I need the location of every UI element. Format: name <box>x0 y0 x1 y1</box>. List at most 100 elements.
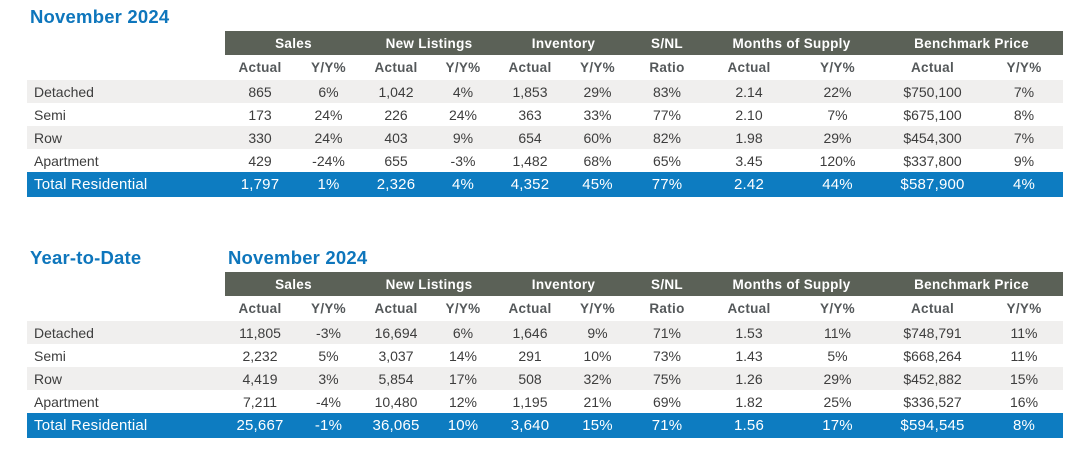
total-data-cell: 45% <box>564 172 631 197</box>
data-cell: 4,419 <box>225 367 295 390</box>
data-cell: 3,037 <box>362 344 430 367</box>
subheader-cell: Actual <box>225 55 295 80</box>
subheader-cell: Ratio <box>631 55 703 80</box>
data-cell: 10,480 <box>362 390 430 413</box>
data-cell: 429 <box>225 149 295 172</box>
subheader-cell: Actual <box>362 296 430 321</box>
data-cell: 9% <box>564 321 631 344</box>
subheader-row: Actual Y/Y% Actual Y/Y% Actual Y/Y% Ratio Actua… <box>27 55 1064 80</box>
data-cell: 6% <box>430 321 496 344</box>
total-data-cell: -1% <box>295 413 362 438</box>
data-cell: $336,527 <box>880 390 986 413</box>
data-cell: 29% <box>795 367 881 390</box>
group-header-cell: S/NL <box>631 31 703 55</box>
subheader-spacer <box>27 55 225 80</box>
total-data-cell: $587,900 <box>880 172 986 197</box>
data-cell: 17% <box>430 367 496 390</box>
data-cell: 173 <box>225 103 295 126</box>
group-header-cell: Inventory <box>496 272 631 296</box>
subheader-cell: Actual <box>703 55 795 80</box>
data-cell: 10% <box>564 344 631 367</box>
table-row: Row 330 24% 403 9% 654 60% 82% 1.98 29% $454,300 7% <box>27 126 1064 149</box>
total-data-cell: $594,545 <box>880 413 986 438</box>
total-data-cell: 2,326 <box>362 172 430 197</box>
total-data-cell: 17% <box>795 413 881 438</box>
data-cell: 3.45 <box>703 149 795 172</box>
data-cell: 24% <box>295 103 362 126</box>
ytd-table-body: Detached 11,805 -3% 16,694 6% 1,646 9% 71% 1.53 1… <box>27 321 1064 438</box>
monthly-side-title-box: November 2024 <box>27 6 225 28</box>
data-cell: 7% <box>795 103 881 126</box>
data-cell: 1,482 <box>496 149 564 172</box>
subheader-cell: Y/Y% <box>295 55 362 80</box>
data-cell: 77% <box>631 103 703 126</box>
data-cell: 5% <box>295 344 362 367</box>
data-cell: 11% <box>985 344 1064 367</box>
table-row: Row 4,419 3% 5,854 17% 508 32% 75% 1.26 29% $452,8… <box>27 367 1064 390</box>
data-cell: 865 <box>225 80 295 103</box>
total-data-cell: 8% <box>985 413 1064 438</box>
data-cell: 1,195 <box>496 390 564 413</box>
data-cell: 60% <box>564 126 631 149</box>
subheader-cell: Y/Y% <box>564 296 631 321</box>
group-header-spacer <box>27 272 225 296</box>
data-cell: 1.43 <box>703 344 795 367</box>
data-cell: 16% <box>985 390 1064 413</box>
total-data-cell: 77% <box>631 172 703 197</box>
data-cell: 75% <box>631 367 703 390</box>
data-cell: 4% <box>430 80 496 103</box>
ytd-table-title: November 2024 <box>228 247 368 268</box>
ytd-period-title: Year-to-Date <box>30 247 142 268</box>
row-label: Semi <box>27 344 225 367</box>
data-cell: $748,791 <box>880 321 986 344</box>
subheader-cell: Actual <box>225 296 295 321</box>
data-cell: 68% <box>564 149 631 172</box>
data-cell: 11,805 <box>225 321 295 344</box>
data-cell: 5,854 <box>362 367 430 390</box>
row-label: Detached <box>27 80 225 103</box>
subheader-cell: Actual <box>880 55 986 80</box>
monthly-title-row: November 2024 <box>27 6 1063 31</box>
data-cell: 16,694 <box>362 321 430 344</box>
data-cell: 226 <box>362 103 430 126</box>
subheader-cell: Y/Y% <box>985 296 1064 321</box>
data-cell: 83% <box>631 80 703 103</box>
monthly-stats-table: Sales New Listings Inventory S/NL Months of … <box>27 31 1064 197</box>
total-data-cell: 71% <box>631 413 703 438</box>
ytd-stats-table: Sales New Listings Inventory S/NL Months of … <box>27 272 1064 438</box>
data-cell: 14% <box>430 344 496 367</box>
data-cell: 33% <box>564 103 631 126</box>
data-cell: 7% <box>985 126 1064 149</box>
data-cell: 7% <box>985 80 1064 103</box>
group-header-spacer <box>27 31 225 55</box>
ytd-side-title-box: Year-to-Date <box>27 247 225 269</box>
data-cell: 7,211 <box>225 390 295 413</box>
subheader-cell: Actual <box>496 55 564 80</box>
data-cell: 82% <box>631 126 703 149</box>
data-cell: 1,042 <box>362 80 430 103</box>
table-row: Apartment 7,211 -4% 10,480 12% 1,195 21% 69% 1.8… <box>27 390 1064 413</box>
total-data-cell: 4% <box>430 172 496 197</box>
total-row-label: Total Residential <box>27 413 225 438</box>
data-cell: 22% <box>795 80 881 103</box>
group-header-cell: Sales <box>225 272 362 296</box>
subheader-cell: Actual <box>362 55 430 80</box>
data-cell: -3% <box>430 149 496 172</box>
subheader-cell: Y/Y% <box>430 55 496 80</box>
subheader-row: Actual Y/Y% Actual Y/Y% Actual Y/Y% Ratio Actua… <box>27 296 1064 321</box>
total-data-cell: 3,640 <box>496 413 564 438</box>
subheader-cell: Actual <box>703 296 795 321</box>
group-header-cell: Months of Supply <box>703 272 881 296</box>
data-cell: 71% <box>631 321 703 344</box>
data-cell: 32% <box>564 367 631 390</box>
subheader-cell: Y/Y% <box>985 55 1064 80</box>
data-cell: 508 <box>496 367 564 390</box>
ytd-report-section: Year-to-Date November 2024 Sales New List… <box>27 247 1064 438</box>
data-cell: 654 <box>496 126 564 149</box>
group-header-cell: New Listings <box>362 272 496 296</box>
data-cell: $750,100 <box>880 80 986 103</box>
subheader-cell: Y/Y% <box>295 296 362 321</box>
data-cell: 655 <box>362 149 430 172</box>
total-data-cell: 25,667 <box>225 413 295 438</box>
group-header-row: Sales New Listings Inventory S/NL Months of … <box>27 31 1064 55</box>
